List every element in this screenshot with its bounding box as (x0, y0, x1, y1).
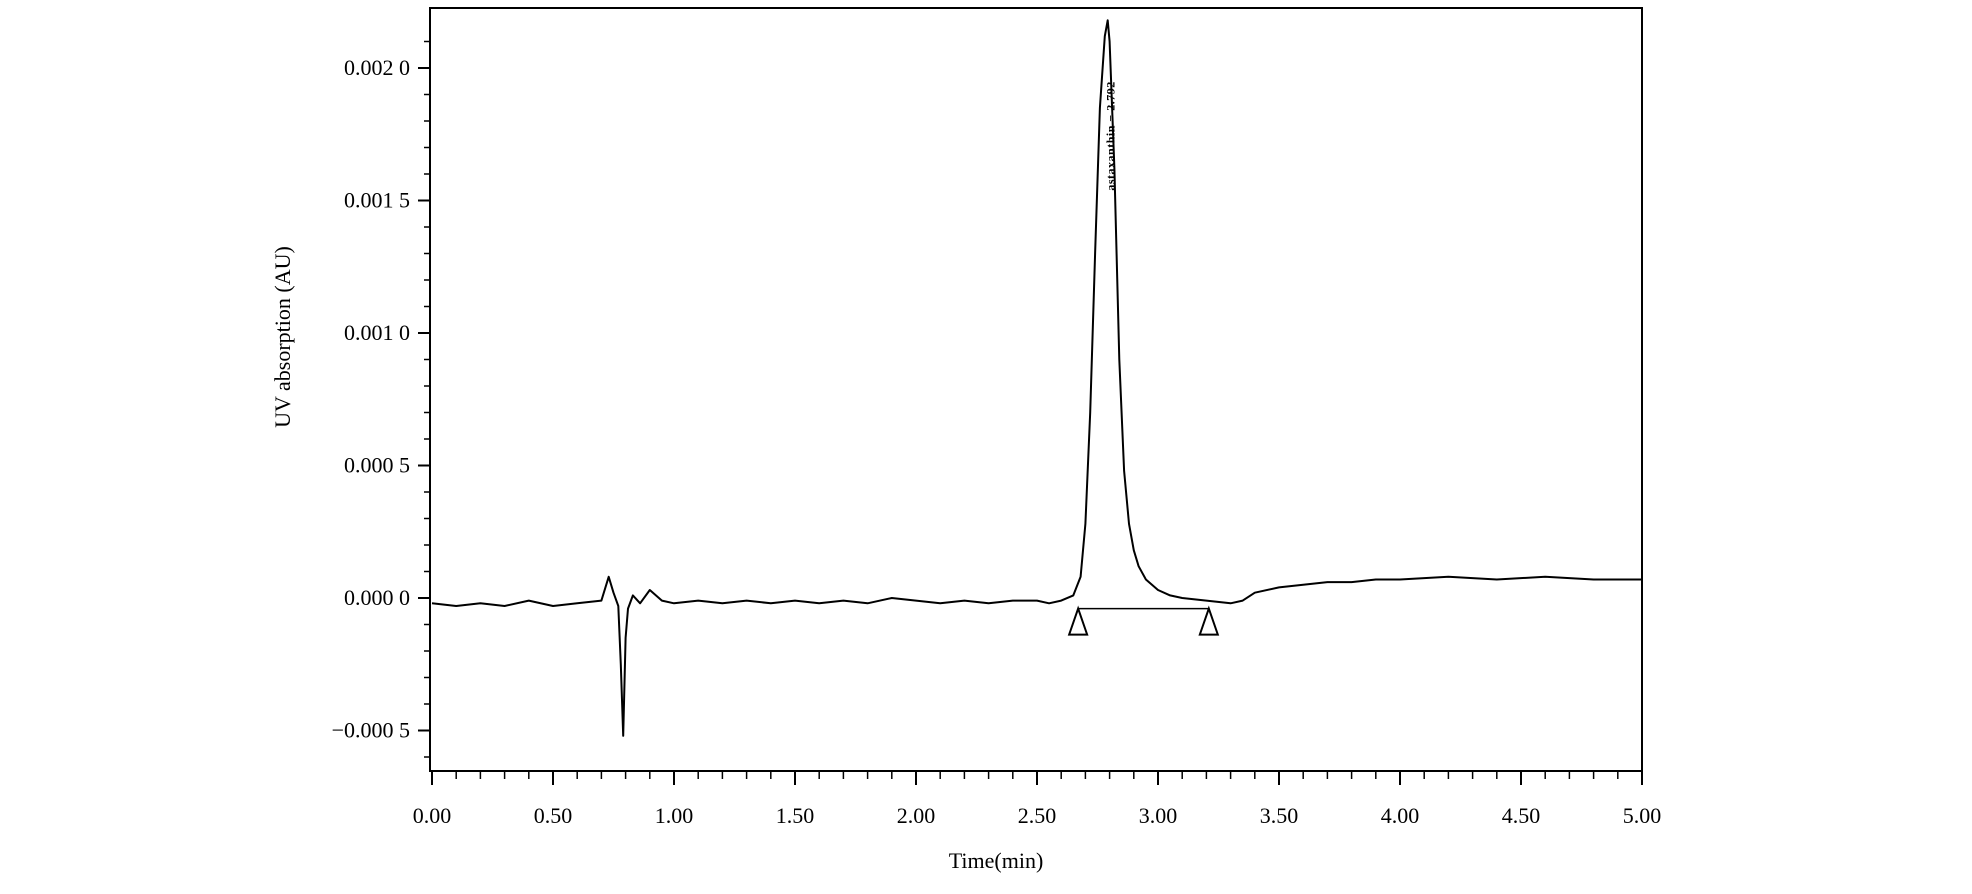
x-tick-label: 4.00 (1381, 803, 1420, 828)
integration-marker (1067, 605, 1089, 636)
x-tick-label: 4.50 (1502, 803, 1541, 828)
x-tick-label: 1.50 (776, 803, 815, 828)
y-tick-label: 0.001 5 (344, 188, 410, 213)
plot-marks: astaxanthin − 2.792 (431, 19, 1642, 737)
x-tick-label: 1.00 (655, 803, 694, 828)
x-tick-label: 3.50 (1260, 803, 1299, 828)
x-tick-label: 2.50 (1018, 803, 1057, 828)
x-axis: 0.00 0.50 1.00 1.50 2.00 2.50 3.00 3.50 4.00 4.50… (413, 771, 1662, 828)
y-tick-label: 0.001 0 (344, 320, 410, 345)
integration-marker (1198, 605, 1220, 636)
x-axis-title: Time(min) (949, 848, 1044, 873)
chromatogram-line (431, 19, 1642, 737)
y-tick-label: 0.000 5 (344, 453, 410, 478)
y-tick-label: −0.000 5 (332, 718, 410, 743)
x-tick-label: 3.00 (1139, 803, 1178, 828)
x-tick-label: 0.50 (534, 803, 573, 828)
plot-frame (429, 7, 1643, 772)
y-axis: −0.000 5 0.000 0 0.000 5 0.001 0 0.001 5 0.00… (332, 40, 430, 758)
x-tick-label: 5.00 (1623, 803, 1662, 828)
y-tick-label: 0.002 0 (344, 55, 410, 80)
y-axis-title: UV absorption (AU) (270, 246, 295, 428)
x-tick-label: 2.00 (897, 803, 936, 828)
peak-label: astaxanthin − 2.792 (1104, 81, 1118, 190)
x-tick-label: 0.00 (413, 803, 452, 828)
y-tick-label: 0.000 0 (344, 585, 410, 610)
